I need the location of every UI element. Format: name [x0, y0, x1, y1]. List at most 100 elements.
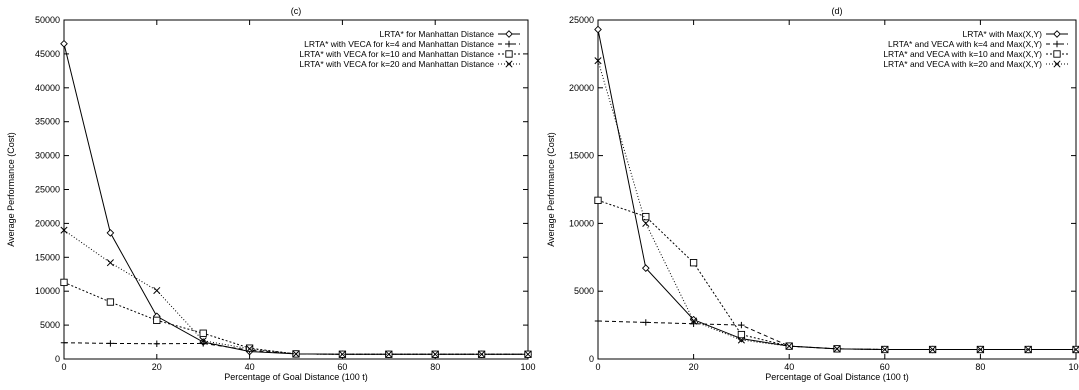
series-4-point — [60, 226, 68, 234]
chart-title: (c) — [291, 6, 302, 16]
y-tick-label: 40000 — [35, 83, 60, 93]
y-tick-label: 50000 — [35, 15, 60, 25]
x-axis-label: Percentage of Goal Distance (100 t) — [224, 372, 368, 382]
legend-label: LRTA* with VECA for k=20 and Manhattan D… — [299, 59, 494, 69]
legend-label: LRTA* for Manhattan Distance — [380, 29, 495, 39]
series-4-point — [478, 350, 486, 358]
series-3-point — [60, 278, 68, 287]
y-tick-label: 35000 — [35, 117, 60, 127]
series-4-point — [785, 342, 793, 350]
series-4-point — [976, 345, 984, 354]
y-axis-label: Average Performance (Cost) — [546, 132, 556, 246]
series-4-point — [929, 345, 937, 354]
series-2-point — [642, 319, 649, 326]
legend-label: LRTA* with Max(X,Y) — [962, 29, 1042, 39]
y-tick-label: 0 — [55, 354, 60, 364]
x-tick-label: 0 — [61, 362, 66, 372]
x-tick-label: 100 — [520, 362, 535, 372]
legend: LRTA* for Manhattan Distance LRTA* with V… — [299, 29, 520, 69]
x-tick-label: 20 — [689, 362, 699, 372]
chart-c: (c) 0 5000 10000 15000 20000 25000 30000 35000 40… — [6, 6, 536, 382]
legend-label: LRTA* with VECA for k=10 and Manhattan D… — [299, 49, 494, 59]
y-axis-label: Average Performance (Cost) — [6, 132, 16, 246]
x-tick-label: 20 — [152, 362, 162, 372]
series-3-point — [106, 298, 115, 306]
legend-label: LRTA* and VECA with k=4 and Max(X,Y) — [888, 39, 1042, 49]
y-tick-label: 5000 — [40, 320, 60, 330]
legend-label: LRTA* and VECA with k=20 and Max(X,Y) — [883, 59, 1042, 69]
series-4-point — [199, 337, 207, 345]
series-4-point — [690, 317, 698, 325]
series-4-point — [338, 350, 346, 358]
series-4-point — [642, 219, 650, 227]
legend-marker — [505, 50, 513, 58]
series-3 — [60, 278, 532, 358]
series-1-point — [60, 39, 68, 48]
series-4-point — [524, 350, 532, 358]
legend-marker — [505, 60, 513, 68]
series-4-point — [594, 57, 602, 65]
x-tick-label: 0 — [595, 362, 600, 372]
series-3-point — [153, 316, 161, 325]
series-2-point — [107, 340, 114, 347]
series-4-point — [106, 259, 114, 267]
series-4-point — [246, 345, 254, 353]
legend-marker — [505, 40, 513, 48]
legend-marker — [1053, 30, 1061, 38]
series-1-line — [597, 29, 1076, 351]
plot-frame — [597, 19, 1077, 360]
series-4-point — [737, 336, 745, 344]
x-tick-label: 80 — [975, 362, 985, 372]
y-tick-label: 45000 — [35, 49, 60, 59]
series-4-point — [881, 345, 889, 354]
x-tick-label: 80 — [430, 362, 440, 372]
y-tick-label: 25000 — [35, 185, 60, 195]
legend-marker — [1053, 40, 1061, 48]
y-tick-label: 10000 — [569, 218, 594, 228]
y-tick-label: 20000 — [35, 218, 60, 228]
series-3-point — [689, 259, 698, 267]
y-tick-label: 5000 — [574, 286, 594, 296]
series-3-line — [63, 281, 528, 355]
series-3-point — [199, 329, 207, 337]
y-tick-label: 25000 — [569, 15, 594, 25]
series-2-point — [738, 321, 745, 329]
y-tick-label: 20000 — [569, 83, 594, 93]
series-1 — [594, 25, 1079, 354]
series-4-line — [597, 60, 1076, 351]
series-1-point — [106, 229, 115, 237]
legend-label: LRTA* and VECA with k=10 and Max(X,Y) — [883, 49, 1042, 59]
series-2-point — [153, 340, 160, 347]
legend-marker — [1053, 50, 1061, 58]
series-4 — [60, 226, 532, 358]
series-1-line — [63, 43, 528, 355]
y-tick-label: 15000 — [35, 252, 60, 262]
y-tick-label: 0 — [589, 354, 594, 364]
x-tick-label: 60 — [880, 362, 890, 372]
x-axis-label: Percentage of Goal Distance (100 t) — [765, 372, 909, 382]
series-4-point — [833, 345, 841, 353]
x-tick-label: 40 — [784, 362, 794, 372]
series-3-point — [594, 196, 602, 204]
series-4-line — [63, 229, 528, 355]
series-4-point — [431, 350, 439, 358]
y-tick-label: 30000 — [35, 151, 60, 161]
x-tick-label: 60 — [337, 362, 347, 372]
series-4-point — [1072, 345, 1079, 354]
y-tick-label: 10000 — [35, 286, 60, 296]
plot-frame — [63, 19, 529, 360]
series-2-point — [60, 339, 68, 346]
x-tick-label: 100 — [1068, 362, 1079, 372]
series-3-line — [597, 199, 1076, 351]
chart-title: (d) — [832, 6, 843, 16]
legend-marker — [1053, 60, 1061, 68]
series-4-point — [153, 286, 161, 295]
legend-marker — [505, 30, 513, 38]
series-1-point — [594, 25, 602, 34]
chart-d: (d) 0 5000 10000 15000 20000 25000 0 20 40 60 80 100… — [546, 6, 1079, 382]
y-tick-label: 15000 — [569, 151, 594, 161]
series-3-point — [642, 212, 650, 221]
series-4 — [594, 57, 1079, 354]
series-1-point — [641, 264, 650, 272]
